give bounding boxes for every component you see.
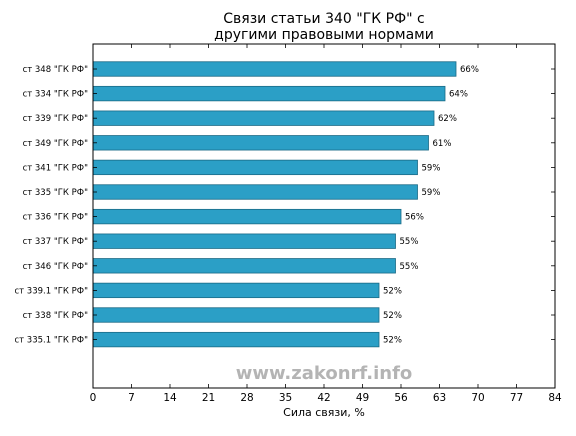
value-label: 52% (383, 336, 402, 346)
category-label: ст 334 "ГК РФ" (23, 90, 89, 100)
x-tick-label: 28 (240, 392, 253, 404)
bar (92, 159, 418, 176)
value-label: 52% (383, 311, 402, 321)
bar (92, 110, 435, 126)
category-label: ст 341 "ГК РФ" (23, 163, 89, 173)
value-label: 56% (405, 213, 424, 223)
value-label: 64% (449, 90, 468, 100)
value-labels: 66% 64% 62% 61% 59% 59% 56% 55% 55% 52% 52% 52% (383, 65, 479, 346)
x-tick-label: 56 (394, 392, 408, 404)
category-label: ст 349 "ГК РФ" (23, 139, 89, 149)
bar (92, 282, 380, 299)
value-label: 61% (433, 139, 452, 149)
category-label: ст 336 "ГК РФ" (23, 213, 89, 223)
bar (92, 233, 396, 249)
category-label: ст 339.1 "ГК РФ" (14, 286, 88, 296)
value-label: 62% (438, 114, 457, 124)
x-axis: 0 7 14 21 28 35 42 49 56 63 70 77 84 (90, 44, 562, 404)
x-tick-label: 35 (279, 392, 292, 404)
value-label: 59% (422, 188, 441, 198)
value-label: 55% (400, 262, 419, 272)
x-tick-label: 21 (202, 392, 215, 404)
x-tick-label: 77 (510, 392, 523, 404)
watermark: www.zakonrf.info (236, 363, 413, 384)
category-label: ст 338 "ГК РФ" (23, 311, 89, 321)
bar (92, 208, 402, 225)
category-label: ст 339 "ГК РФ" (23, 114, 89, 124)
x-tick-label: 84 (548, 392, 562, 404)
chart-title-line-1: Связи статьи 340 "ГК РФ" с (223, 11, 424, 27)
value-label: 52% (383, 286, 402, 296)
x-tick-label: 7 (128, 392, 135, 404)
bar (92, 61, 457, 77)
value-label: 59% (422, 163, 441, 173)
bar (92, 184, 418, 200)
x-tick-label: 70 (471, 392, 484, 404)
x-tick-label: 0 (90, 392, 97, 404)
category-label: ст 346 "ГК РФ" (23, 262, 89, 272)
category-labels: ст 348 "ГК РФ" ст 334 "ГК РФ" ст 339 "ГК Р… (14, 65, 555, 346)
chart-title-line-2: другими правовыми нормами (214, 27, 434, 43)
bar (92, 307, 380, 323)
category-label: ст 335.1 "ГК РФ" (14, 336, 88, 346)
x-axis-label: Сила связи, % (283, 406, 365, 419)
plot-frame (92, 43, 556, 389)
x-tick-label: 14 (163, 392, 177, 404)
category-label: ст 348 "ГК РФ" (23, 65, 89, 75)
value-label: 66% (460, 65, 479, 75)
x-tick-label: 42 (317, 392, 330, 404)
x-tick-label: 63 (433, 392, 446, 404)
bar (92, 331, 380, 348)
x-tick-label: 49 (356, 392, 369, 404)
category-label: ст 335 "ГК РФ" (23, 188, 89, 198)
bar (92, 85, 446, 102)
bar (92, 135, 429, 151)
category-label: ст 337 "ГК РФ" (23, 237, 89, 247)
value-label: 55% (400, 237, 419, 247)
bar (92, 258, 396, 274)
